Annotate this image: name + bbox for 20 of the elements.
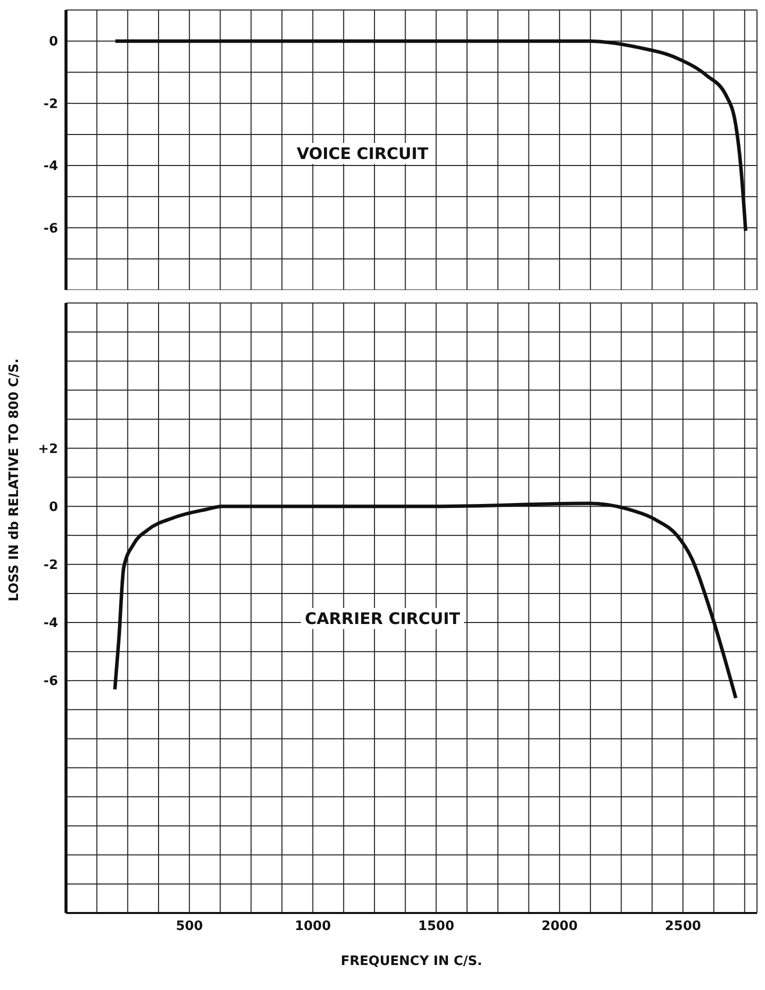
line-series (113, 502, 738, 700)
y-axis-title: LOSS IN db RELATIVE TO 800 C/S. (7, 358, 22, 602)
x-tick-label: 1500 (418, 919, 454, 934)
annotation: VOICE CIRCUIT (292, 143, 432, 164)
x-axis-title: FREQUENCY IN C/S. (340, 954, 482, 969)
x-tick-label: 1000 (294, 919, 331, 934)
x-tick-label: 2000 (541, 919, 578, 934)
y-tick-label: -2 (44, 558, 58, 574)
y-tick-label: -6 (44, 674, 58, 690)
line-series (114, 39, 748, 233)
y-tick-label: -4 (44, 159, 58, 174)
x-tick-label: 2500 (664, 919, 702, 934)
y-tick-label: 0 (48, 34, 58, 50)
y-tick-label: 0 (48, 500, 58, 515)
y-tick-label: +2 (38, 442, 58, 457)
y-tick-label: -4 (44, 616, 58, 632)
annotation: CARRIER CIRCUIT (300, 608, 464, 629)
y-tick-label: -6 (44, 221, 58, 236)
x-tick-label: 500 (176, 919, 203, 934)
y-tick-label: -2 (44, 96, 58, 112)
